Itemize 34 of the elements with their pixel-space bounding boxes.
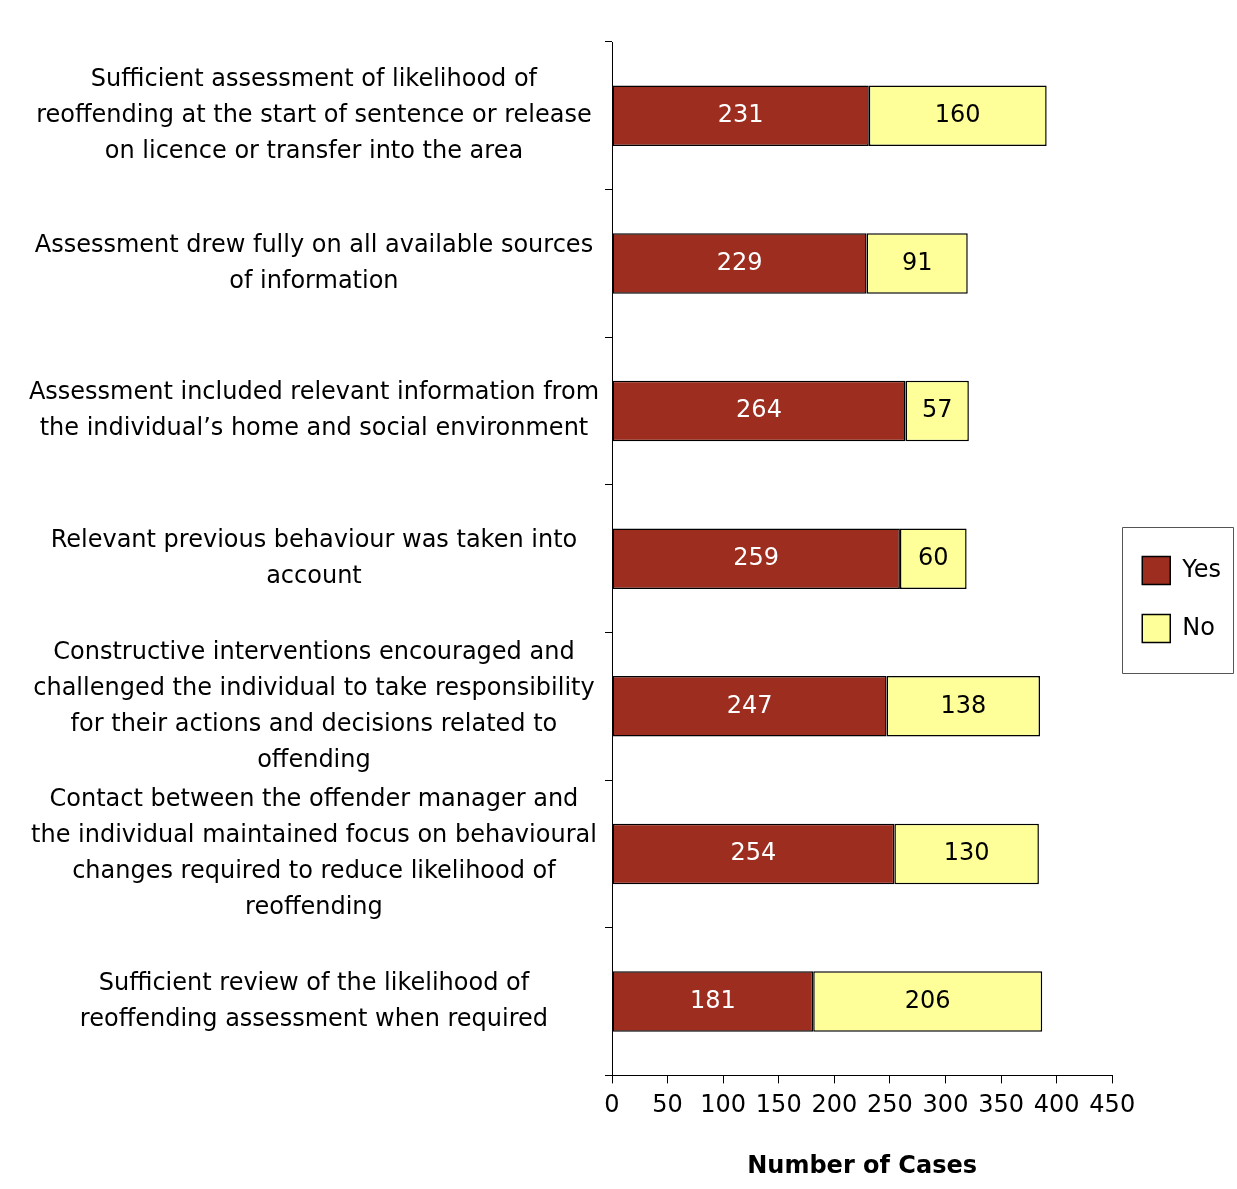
data-label: 254 <box>730 838 777 867</box>
y-tick-label: Contact between the offender manager and the individual maintained focus on behavioural changes required to reduce likelihood of reoffending <box>31 784 597 921</box>
data-label: 231 <box>717 100 764 129</box>
x-tick-label: 200 <box>811 1090 858 1119</box>
y-tick-label: Relevant previous behaviour was taken into account <box>50 524 578 589</box>
data-label: 247 <box>726 690 773 719</box>
x-tick-label: 400 <box>1033 1090 1080 1119</box>
x-tick-label: 100 <box>700 1090 747 1119</box>
legend-label: Yes <box>1181 554 1222 583</box>
data-label: 259 <box>733 542 780 571</box>
data-label: 160 <box>934 100 981 129</box>
data-label: 138 <box>940 690 987 719</box>
x-tick-label: 150 <box>755 1090 802 1119</box>
data-label: 264 <box>736 395 782 424</box>
y-tick-label: Sufficient assessment of likelihood of reoffending at the start of sentence or release on licence or transfer into the area <box>36 64 592 165</box>
data-label: 130 <box>943 838 990 867</box>
data-label: 206 <box>904 985 951 1014</box>
data-label: 60 <box>918 542 949 571</box>
x-tick-label: 250 <box>867 1090 913 1119</box>
x-axis-title: Number of Cases <box>747 1150 978 1179</box>
x-tick-label: 0 <box>604 1090 620 1119</box>
y-tick-label: Assessment drew fully on all available sources of information <box>34 229 594 294</box>
y-tick-label: Constructive interventions encouraged and challenged the individual to take responsibility for their actions and decisions related to offending <box>33 636 595 773</box>
y-tick-label: Assessment included relevant information from the individual’s home and social environment <box>28 377 599 442</box>
y-tick-label: Sufficient review of the likelihood of reoffending assessment when required <box>79 967 549 1032</box>
x-tick-label: 50 <box>652 1090 683 1119</box>
x-tick-label: 450 <box>1089 1090 1136 1119</box>
x-tick-label: 300 <box>922 1090 969 1119</box>
x-tick-label: 350 <box>978 1090 1024 1119</box>
data-label: 181 <box>689 985 736 1014</box>
legend-label: No <box>1182 612 1215 641</box>
data-label: 57 <box>921 395 953 424</box>
data-label: 91 <box>901 247 933 276</box>
data-label: 229 <box>716 247 763 276</box>
